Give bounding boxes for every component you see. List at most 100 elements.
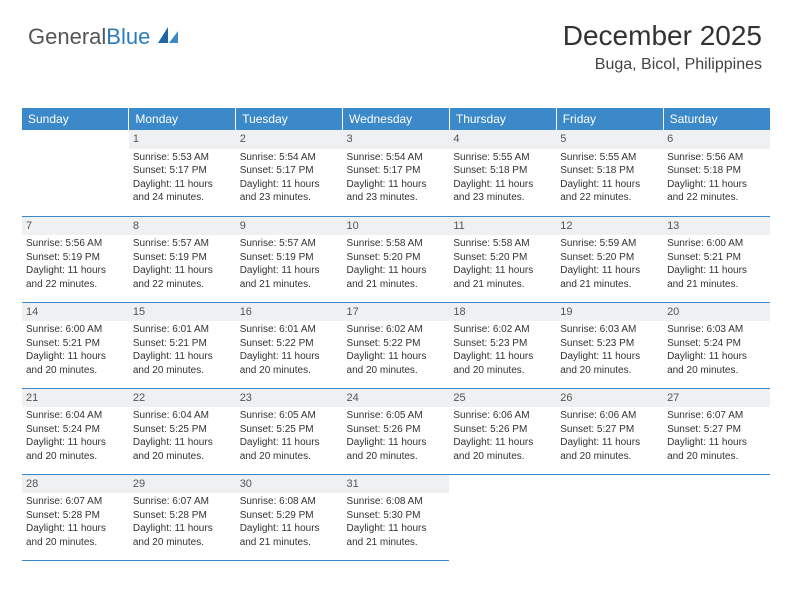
sunset-line: Sunset: 5:20 PM (560, 251, 659, 265)
sunset-line: Sunset: 5:25 PM (240, 423, 339, 437)
sunset-line: Sunset: 5:29 PM (240, 509, 339, 523)
sunrise-line: Sunrise: 5:59 AM (560, 237, 659, 251)
sunset-line: Sunset: 5:23 PM (453, 337, 552, 351)
calendar-day-cell: 6Sunrise: 5:56 AMSunset: 5:18 PMDaylight… (663, 130, 770, 216)
sunset-line: Sunset: 5:24 PM (26, 423, 125, 437)
sunrise-line: Sunrise: 6:02 AM (347, 323, 446, 337)
logo-sail-icon (158, 25, 180, 51)
day-number: 27 (663, 389, 770, 408)
sunrise-line: Sunrise: 6:08 AM (240, 495, 339, 509)
day-number: 19 (556, 303, 663, 322)
sunset-line: Sunset: 5:25 PM (133, 423, 232, 437)
daylight-line: Daylight: 11 hours and 20 minutes. (26, 522, 125, 549)
sunrise-line: Sunrise: 6:04 AM (26, 409, 125, 423)
calendar-day-cell: 20Sunrise: 6:03 AMSunset: 5:24 PMDayligh… (663, 302, 770, 388)
day-number: 14 (22, 303, 129, 322)
day-number: 30 (236, 475, 343, 494)
calendar-day-cell: 25Sunrise: 6:06 AMSunset: 5:26 PMDayligh… (449, 388, 556, 474)
calendar-day-cell: 13Sunrise: 6:00 AMSunset: 5:21 PMDayligh… (663, 216, 770, 302)
calendar-day-cell: 2Sunrise: 5:54 AMSunset: 5:17 PMDaylight… (236, 130, 343, 216)
sunrise-line: Sunrise: 6:05 AM (347, 409, 446, 423)
sunrise-line: Sunrise: 6:06 AM (453, 409, 552, 423)
day-number: 10 (343, 217, 450, 236)
weekday-header: Tuesday (236, 108, 343, 130)
daylight-line: Daylight: 11 hours and 20 minutes. (26, 436, 125, 463)
day-number: 12 (556, 217, 663, 236)
calendar-day-cell: 27Sunrise: 6:07 AMSunset: 5:27 PMDayligh… (663, 388, 770, 474)
sunrise-line: Sunrise: 5:53 AM (133, 151, 232, 165)
calendar-day-cell: 11Sunrise: 5:58 AMSunset: 5:20 PMDayligh… (449, 216, 556, 302)
sunrise-line: Sunrise: 6:03 AM (560, 323, 659, 337)
calendar-table: SundayMondayTuesdayWednesdayThursdayFrid… (22, 108, 770, 561)
daylight-line: Daylight: 11 hours and 20 minutes. (347, 350, 446, 377)
daylight-line: Daylight: 11 hours and 20 minutes. (133, 436, 232, 463)
weekday-header: Friday (556, 108, 663, 130)
day-number: 23 (236, 389, 343, 408)
sunrise-line: Sunrise: 5:57 AM (133, 237, 232, 251)
calendar-day-cell: 9Sunrise: 5:57 AMSunset: 5:19 PMDaylight… (236, 216, 343, 302)
daylight-line: Daylight: 11 hours and 20 minutes. (453, 436, 552, 463)
daylight-line: Daylight: 11 hours and 20 minutes. (453, 350, 552, 377)
calendar-day-cell: 22Sunrise: 6:04 AMSunset: 5:25 PMDayligh… (129, 388, 236, 474)
calendar-week-row: 21Sunrise: 6:04 AMSunset: 5:24 PMDayligh… (22, 388, 770, 474)
daylight-line: Daylight: 11 hours and 24 minutes. (133, 178, 232, 205)
calendar-day-cell: 29Sunrise: 6:07 AMSunset: 5:28 PMDayligh… (129, 474, 236, 560)
sunrise-line: Sunrise: 6:03 AM (667, 323, 766, 337)
day-number: 3 (343, 130, 450, 149)
logo-text-blue: Blue (106, 24, 150, 49)
sunset-line: Sunset: 5:21 PM (667, 251, 766, 265)
weekday-header-row: SundayMondayTuesdayWednesdayThursdayFrid… (22, 108, 770, 130)
daylight-line: Daylight: 11 hours and 21 minutes. (347, 522, 446, 549)
sunrise-line: Sunrise: 5:56 AM (26, 237, 125, 251)
calendar-week-row: 1 Sunrise: 5:53 AM Sunset: 5:17 PM Daylight… (22, 130, 770, 216)
day-number: 16 (236, 303, 343, 322)
logo-text-gray: General (28, 24, 106, 49)
calendar-day-cell: 28Sunrise: 6:07 AMSunset: 5:28 PMDayligh… (22, 474, 129, 560)
day-number: 1 (129, 130, 236, 149)
sunset-line: Sunset: 5:28 PM (133, 509, 232, 523)
logo: GeneralBlue (28, 24, 180, 51)
daylight-line: Daylight: 11 hours and 21 minutes. (560, 264, 659, 291)
daylight-line: Daylight: 11 hours and 22 minutes. (133, 264, 232, 291)
sunset-line: Sunset: 5:28 PM (26, 509, 125, 523)
sunset-line: Sunset: 5:23 PM (560, 337, 659, 351)
day-number: 15 (129, 303, 236, 322)
calendar-day-cell: 8Sunrise: 5:57 AMSunset: 5:19 PMDaylight… (129, 216, 236, 302)
daylight-line: Daylight: 11 hours and 20 minutes. (560, 436, 659, 463)
day-number: 17 (343, 303, 450, 322)
day-number: 13 (663, 217, 770, 236)
sunset-line: Sunset: 5:24 PM (667, 337, 766, 351)
sunset-line: Sunset: 5:19 PM (26, 251, 125, 265)
weekday-header: Saturday (663, 108, 770, 130)
calendar-day-cell: 10Sunrise: 5:58 AMSunset: 5:20 PMDayligh… (343, 216, 450, 302)
daylight-line: Daylight: 11 hours and 21 minutes. (240, 522, 339, 549)
sunset-line: Sunset: 5:22 PM (240, 337, 339, 351)
day-number: 31 (343, 475, 450, 494)
daylight-line: Daylight: 11 hours and 21 minutes. (453, 264, 552, 291)
sunrise-line: Sunrise: 6:07 AM (26, 495, 125, 509)
weekday-header: Wednesday (343, 108, 450, 130)
sunrise-line: Sunrise: 6:07 AM (133, 495, 232, 509)
sunset-line: Sunset: 5:20 PM (453, 251, 552, 265)
sunset-line: Sunset: 5:27 PM (560, 423, 659, 437)
sunrise-line: Sunrise: 5:55 AM (453, 151, 552, 165)
calendar-day-cell: 21Sunrise: 6:04 AMSunset: 5:24 PMDayligh… (22, 388, 129, 474)
sunrise-line: Sunrise: 5:58 AM (453, 237, 552, 251)
calendar-week-row: 28Sunrise: 6:07 AMSunset: 5:28 PMDayligh… (22, 474, 770, 560)
calendar-day-cell: 15Sunrise: 6:01 AMSunset: 5:21 PMDayligh… (129, 302, 236, 388)
calendar-day-cell: 7Sunrise: 5:56 AMSunset: 5:19 PMDaylight… (22, 216, 129, 302)
daylight-line: Daylight: 11 hours and 20 minutes. (667, 350, 766, 377)
day-number: 21 (22, 389, 129, 408)
calendar-day-cell: 16Sunrise: 6:01 AMSunset: 5:22 PMDayligh… (236, 302, 343, 388)
calendar-day-cell: 30Sunrise: 6:08 AMSunset: 5:29 PMDayligh… (236, 474, 343, 560)
sunset-line: Sunset: 5:17 PM (347, 164, 446, 178)
day-number: 7 (22, 217, 129, 236)
calendar-day-cell: 12Sunrise: 5:59 AMSunset: 5:20 PMDayligh… (556, 216, 663, 302)
calendar-day-cell (22, 130, 129, 216)
sunset-line: Sunset: 5:26 PM (453, 423, 552, 437)
daylight-line: Daylight: 11 hours and 20 minutes. (26, 350, 125, 377)
calendar-day-cell: 31Sunrise: 6:08 AMSunset: 5:30 PMDayligh… (343, 474, 450, 560)
sunrise-line: Sunrise: 6:07 AM (667, 409, 766, 423)
day-number: 25 (449, 389, 556, 408)
sunrise-line: Sunrise: 5:58 AM (347, 237, 446, 251)
